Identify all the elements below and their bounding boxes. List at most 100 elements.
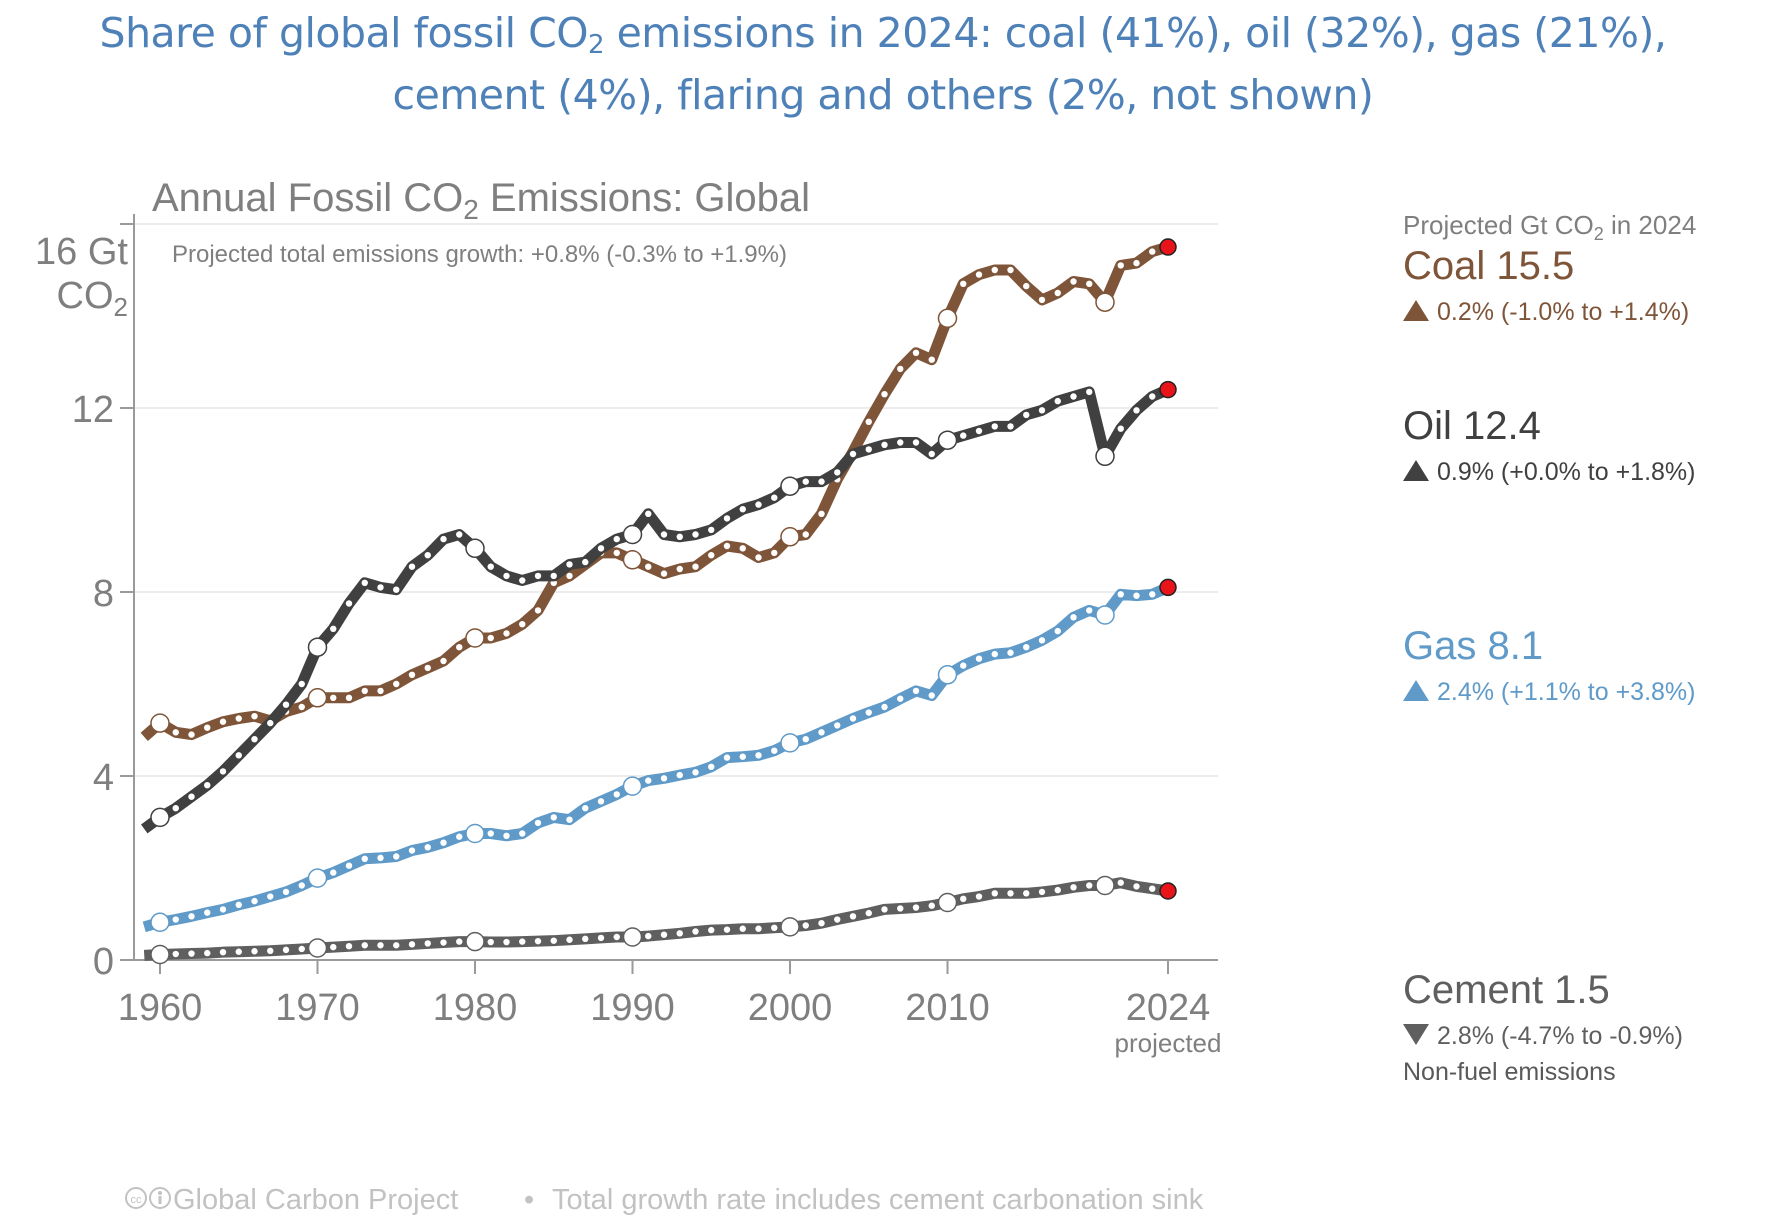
data-point-oil-2022	[1133, 407, 1140, 414]
axes	[120, 214, 1218, 974]
data-point-cement-1963	[204, 949, 211, 957]
data-point-gas-2008	[912, 687, 920, 695]
data-point-oil-2003	[834, 469, 841, 476]
slide-title-line-2: cement (4%), flaring and others (2%, not…	[392, 71, 1374, 119]
data-point-coal-2013	[991, 266, 998, 274]
data-point-oil-2013	[991, 423, 998, 430]
data-point-gas-1973	[361, 855, 368, 862]
attribution-icon-body	[158, 1196, 162, 1204]
data-point-coal-2008	[912, 349, 920, 356]
decade-point-coal-1990	[622, 550, 643, 570]
legend-note-cement: Non-fuel emissions	[1403, 1058, 1616, 1086]
data-point-oil-2007	[897, 439, 904, 446]
data-point-coal-1978	[440, 657, 447, 665]
data-point-coal-1975	[393, 680, 400, 688]
data-point-coal-1969	[298, 703, 305, 711]
data-point-cement-1962	[188, 950, 195, 957]
data-point-cement-2014	[1007, 890, 1014, 897]
decade-point-cement-2010	[937, 892, 958, 913]
legend-label-cement: Cement 1.5	[1403, 968, 1610, 1012]
data-point-oil-1998	[755, 501, 762, 508]
series-line-coal	[140, 241, 1170, 742]
data-point-coal-2007	[897, 365, 904, 373]
data-point-oil-1995	[708, 526, 715, 534]
data-point-gas-2021	[1117, 591, 1124, 598]
data-point-oil-1999	[771, 494, 778, 501]
data-point-coal-1995	[708, 552, 715, 559]
data-point-gas-1987	[582, 805, 589, 812]
data-point-oil-1979	[456, 531, 463, 538]
data-point-cement-1994	[692, 928, 699, 935]
data-point-oil-1984	[534, 572, 542, 580]
data-point-coal-1981	[487, 634, 494, 642]
data-point-cement-1966	[251, 948, 258, 955]
data-point-oil-1994	[692, 531, 699, 538]
decade-point-gas-2010	[937, 665, 958, 685]
data-point-cement-2015	[1023, 890, 1030, 897]
data-point-oil-1962	[188, 793, 195, 800]
data-point-oil-1988	[597, 545, 605, 552]
projection-point-gas	[1159, 578, 1177, 597]
data-point-coal-1997	[739, 545, 746, 552]
legend-label-gas: Gas 8.1	[1403, 624, 1543, 668]
decade-point-cement-1960	[150, 944, 170, 965]
data-point-gas-1963	[204, 909, 211, 916]
data-point-cement-2019	[1086, 882, 1093, 889]
legend-header: Projected Gt CO2 in 2024	[1403, 210, 1696, 244]
data-point-gas-1998	[755, 752, 762, 759]
data-point-gas-1962	[188, 913, 195, 920]
data-point-cement-1976	[408, 941, 416, 948]
data-point-coal-1974	[377, 687, 384, 695]
data-point-cement-1987	[582, 935, 589, 943]
triangle-up-icon-gas	[1403, 680, 1429, 701]
data-point-coal-1986	[566, 572, 573, 580]
data-point-oil-2019	[1086, 388, 1093, 396]
data-point-oil-1985	[550, 572, 557, 580]
data-point-oil-2016	[1038, 407, 1046, 414]
data-point-oil-1964	[219, 768, 227, 775]
data-point-gas-1974	[377, 854, 384, 862]
data-point-gas-1986	[566, 816, 573, 823]
data-point-coal-1971	[330, 694, 337, 701]
series-oil	[141, 380, 1177, 834]
data-point-gas-2011	[960, 662, 967, 669]
data-point-gas-1989	[613, 791, 620, 798]
data-point-cement-2008	[912, 904, 920, 911]
data-point-cement-2009	[928, 902, 935, 909]
data-point-gas-1995	[708, 763, 715, 770]
data-point-cement-1986	[566, 936, 573, 943]
data-point-cement-1961	[172, 950, 179, 958]
data-point-gas-1968	[282, 888, 290, 896]
x-tick-label-2024: 2024	[1126, 987, 1211, 1029]
slide-title-line-1: Share of global fossil CO2 emissions in …	[99, 9, 1667, 60]
data-point-cement-1977	[424, 940, 431, 947]
data-point-coal-1977	[424, 664, 431, 672]
data-point-gas-1991	[645, 777, 652, 784]
data-point-oil-1965	[235, 752, 242, 759]
slide-title: Share of global fossil CO2 emissions in …	[0, 2, 1766, 126]
data-point-oil-1968	[282, 701, 290, 708]
data-point-gas-1978	[440, 839, 447, 846]
data-point-gas-2004	[849, 715, 857, 722]
footer-bullet: •	[524, 1184, 534, 1216]
data-point-cement-1964	[219, 948, 227, 956]
data-point-cement-1981	[487, 938, 494, 946]
data-point-gas-1982	[503, 832, 510, 839]
tick-labels: 0 4 8 12 1960 1970 1980 1990 2000 2010 2024project…	[72, 389, 1222, 1058]
data-point-oil-1986	[566, 561, 573, 568]
x-tick-sublabel-projected: projected	[1115, 1028, 1222, 1058]
data-point-oil-1967	[267, 719, 274, 727]
decade-point-gas-1970	[307, 868, 328, 888]
data-point-gas-2019	[1086, 607, 1093, 614]
data-point-coal-1966	[251, 713, 258, 720]
data-point-oil-1977	[424, 552, 431, 559]
data-point-gas-2012	[975, 655, 983, 662]
data-point-oil-2017	[1054, 397, 1061, 405]
series-layer	[140, 238, 1177, 965]
data-point-oil-1963	[204, 782, 211, 789]
data-point-cement-1982	[503, 938, 510, 946]
data-point-coal-2017	[1054, 289, 1061, 297]
triangle-up-icon-coal	[1403, 300, 1429, 321]
data-point-cement-1967	[267, 947, 274, 954]
data-point-cement-2012	[975, 893, 983, 900]
